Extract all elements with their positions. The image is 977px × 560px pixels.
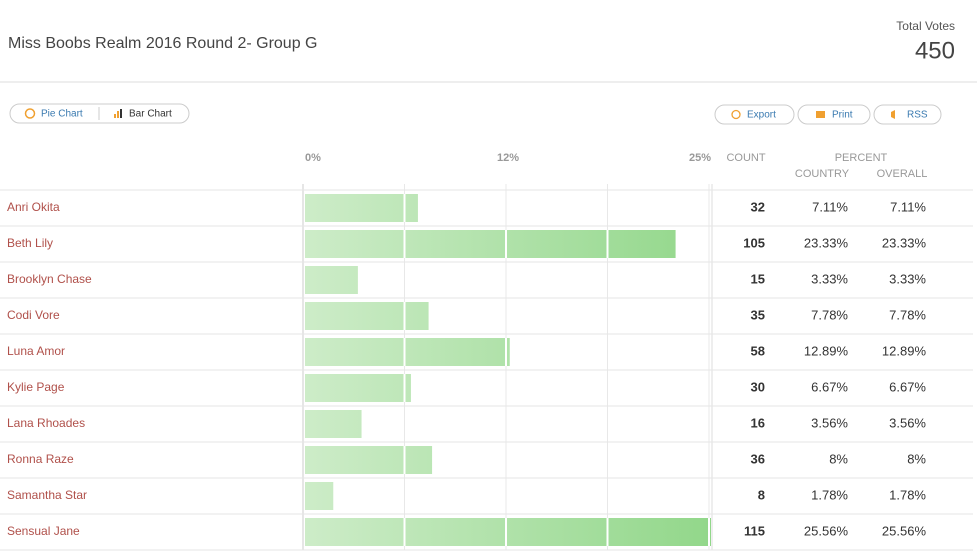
overall: 7.78% [889, 307, 926, 322]
count: 16 [751, 415, 765, 430]
rss-frame [873, 104, 942, 125]
bar [305, 410, 362, 438]
count-header: COUNT [726, 152, 765, 164]
print-icon [816, 111, 825, 118]
count: 30 [751, 379, 765, 394]
bar-icon [114, 114, 116, 118]
count: 105 [743, 235, 765, 250]
name: Kylie Page [7, 380, 65, 394]
country: 3.33% [811, 271, 848, 286]
name: Sensual Jane [7, 524, 80, 538]
pie-button[interactable]: Pie Chart [41, 109, 83, 120]
country: 12.89% [804, 343, 849, 358]
country: 1.78% [811, 487, 848, 502]
overall: 3.33% [889, 271, 926, 286]
chart-toggle: Pie Chart Bar Chart [9, 103, 190, 124]
count: 15 [751, 271, 765, 286]
bar [305, 446, 433, 474]
overall: 25.56% [882, 523, 927, 538]
print-frame [797, 104, 871, 125]
name: Brooklyn Chase [7, 272, 92, 286]
actions: Export Print RSS [714, 104, 942, 125]
axis-label: 12% [497, 152, 519, 164]
country-header: COUNTRY [795, 168, 850, 180]
count: 35 [751, 307, 765, 322]
country: 23.33% [804, 235, 849, 250]
title: Miss Boobs Realm 2016 Round 2- Group G [8, 35, 317, 52]
print-button[interactable]: Print [832, 110, 853, 121]
name: Ronna Raze [7, 452, 74, 466]
country: 7.78% [811, 307, 848, 322]
count: 115 [744, 523, 765, 538]
bar-icon [117, 111, 119, 118]
bar [305, 518, 711, 546]
overall: 6.67% [889, 379, 926, 394]
total: 450 [915, 37, 955, 64]
country: 6.67% [811, 379, 848, 394]
bar [305, 302, 429, 330]
name: Lana Rhoades [7, 416, 85, 430]
bar [305, 374, 411, 402]
name: Samantha Star [7, 488, 87, 502]
bar-icon [120, 109, 122, 118]
bar [305, 266, 358, 294]
count: 36 [751, 451, 765, 466]
country: 25.56% [804, 523, 849, 538]
percent-header: PERCENT [835, 152, 888, 164]
country: 8% [829, 451, 848, 466]
name: Anri Okita [7, 200, 60, 214]
overall: 7.11% [890, 199, 926, 214]
total-label: Total Votes [896, 19, 955, 33]
axis-label: 0% [305, 152, 321, 164]
count: 8 [758, 487, 765, 502]
rss-icon [891, 110, 895, 119]
export-button[interactable]: Export [747, 110, 776, 121]
name: Beth Lily [7, 236, 53, 250]
pie-icon [24, 108, 36, 119]
export-frame [714, 104, 795, 125]
name: Luna Amor [7, 344, 65, 358]
bar [305, 194, 418, 222]
country: 3.56% [811, 415, 848, 430]
bar-button[interactable]: Bar Chart [129, 109, 172, 120]
overall: 23.33% [882, 235, 927, 250]
overall-header: OVERALL [877, 168, 928, 180]
count: 32 [751, 199, 765, 214]
export-icon [731, 109, 741, 120]
rss-button[interactable]: RSS [907, 110, 928, 121]
overall: 3.56% [889, 415, 926, 430]
overall: 1.78% [889, 487, 926, 502]
bar [305, 482, 334, 510]
bar [305, 230, 676, 258]
name: Codi Vore [7, 308, 60, 322]
country: 7.11% [812, 199, 848, 214]
overall: 12.89% [882, 343, 927, 358]
bar [305, 338, 510, 366]
axis-label: 25% [689, 152, 711, 164]
count: 58 [751, 343, 765, 358]
overall: 8% [907, 451, 926, 466]
